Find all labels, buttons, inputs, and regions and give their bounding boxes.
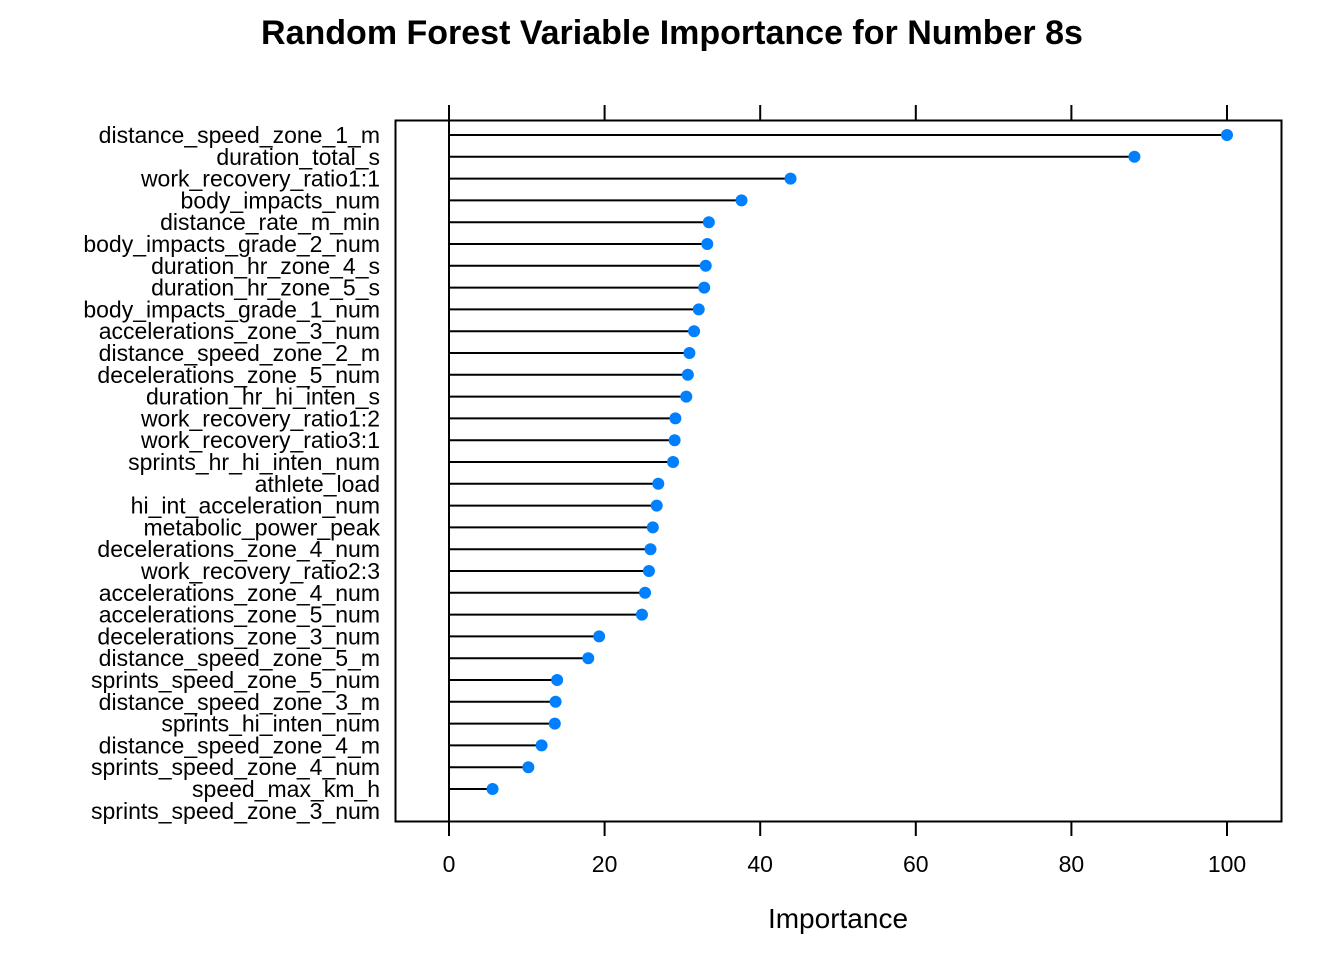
importance-point (698, 281, 711, 294)
importance-point (669, 412, 682, 425)
variable-label: duration_hr_hi_inten_s (146, 384, 380, 410)
variable-label: work_recovery_ratio1:1 (140, 166, 380, 192)
importance-point (668, 434, 681, 447)
importance-point (701, 238, 714, 250)
importance-point (1221, 129, 1233, 141)
variable-label: athlete_load (255, 471, 380, 497)
variable-label: body_impacts_grade_2_num (83, 231, 380, 257)
importance-point (681, 368, 694, 381)
variable-label: decelerations_zone_5_num (97, 362, 380, 388)
importance-point (692, 303, 705, 316)
x-tick-label: 40 (747, 851, 773, 877)
x-tick-label: 100 (1208, 851, 1246, 877)
variable-label: sprints_speed_zone_3_num (91, 798, 380, 824)
importance-point (639, 586, 652, 599)
variable-label: sprints_hr_hi_inten_num (128, 449, 380, 475)
importance-point (650, 499, 663, 512)
top-axis-ticks (448, 105, 1228, 121)
importance-point (548, 717, 561, 730)
variable-label: distance_speed_zone_1_m (99, 122, 380, 148)
importance-point (702, 216, 715, 229)
variable-label: sprints_speed_zone_5_num (91, 667, 380, 693)
variable-label: body_impacts_grade_1_num (83, 296, 380, 322)
importance-point (644, 543, 657, 556)
x-axis-title: Importance (768, 903, 908, 934)
plot-frame (394, 119, 1283, 823)
variable-label: body_impacts_num (181, 187, 380, 213)
variable-label: work_recovery_ratio1:2 (140, 405, 380, 431)
variable-label: distance_rate_m_min (160, 209, 380, 235)
variable-label: work_recovery_ratio2:3 (140, 558, 380, 584)
variable-label: work_recovery_ratio3:1 (140, 427, 380, 453)
variable-labels: distance_speed_zone_1_mduration_total_sw… (83, 122, 380, 824)
variable-label: decelerations_zone_4_num (97, 536, 380, 562)
importance-point (667, 456, 680, 468)
importance-point (699, 259, 712, 272)
importance-point (535, 739, 548, 752)
variable-label: accelerations_zone_3_num (99, 318, 380, 344)
x-axis: 0 20 40 60 80 100 (443, 821, 1246, 877)
x-tick-label: 80 (1059, 851, 1085, 877)
variable-label: sprints_hi_inten_num (161, 711, 380, 737)
variable-label: distance_speed_zone_4_m (99, 732, 380, 758)
importance-point (486, 783, 499, 795)
importance-point (1128, 150, 1141, 163)
importance-point (652, 477, 665, 490)
chart-title: Random Forest Variable Importance for Nu… (261, 14, 1083, 52)
importance-point (635, 608, 648, 621)
importance-point (784, 172, 797, 185)
variable-label: duration_total_s (216, 144, 380, 170)
variable-label: distance_speed_zone_2_m (99, 340, 380, 366)
variable-label: metabolic_power_peak (143, 514, 380, 540)
variable-label: hi_int_acceleration_num (131, 493, 380, 519)
variable-label: distance_speed_zone_3_m (99, 689, 380, 715)
importance-point (642, 565, 655, 577)
importance-point (688, 325, 701, 338)
x-tick-label: 0 (443, 851, 456, 877)
importance-point (593, 630, 606, 643)
variable-label: accelerations_zone_5_num (99, 602, 380, 628)
importance-point (582, 652, 595, 665)
importance-point (683, 347, 696, 359)
variable-label: speed_max_km_h (192, 776, 380, 802)
x-tick-label: 60 (903, 851, 929, 877)
importance-point (549, 695, 562, 708)
importance-point (680, 390, 693, 403)
importance-point (735, 194, 748, 207)
importance-point (522, 761, 535, 774)
variable-label: distance_speed_zone_5_m (99, 645, 380, 671)
lollipop-marks (449, 129, 1233, 795)
x-tick-label: 20 (592, 851, 618, 877)
variable-label: accelerations_zone_4_num (99, 580, 380, 606)
variable-label: decelerations_zone_3_num (97, 623, 380, 649)
importance-point (551, 674, 564, 686)
variable-label: duration_hr_zone_5_s (151, 275, 380, 301)
variable-label: duration_hr_zone_4_s (151, 253, 380, 279)
importance-point (646, 521, 659, 534)
variable-label: sprints_speed_zone_4_num (91, 754, 380, 780)
